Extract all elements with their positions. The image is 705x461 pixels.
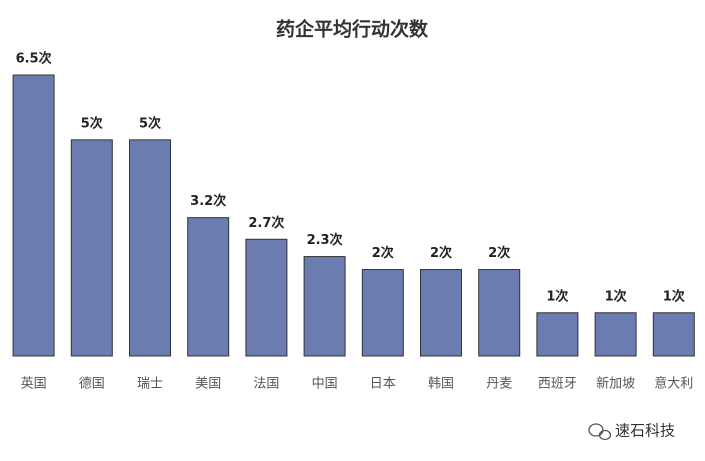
x-tick-label: 丹麦 bbox=[486, 377, 512, 392]
x-tick-label: 瑞士 bbox=[137, 377, 163, 392]
value-label: 3.2次 bbox=[190, 193, 226, 209]
x-tick-label: 西班牙 bbox=[538, 377, 577, 392]
value-label: 2次 bbox=[488, 245, 510, 261]
bar bbox=[536, 312, 579, 357]
chart-title: 药企平均行动次数 bbox=[276, 18, 429, 41]
value-label: 2.7次 bbox=[248, 215, 284, 231]
bar bbox=[187, 217, 230, 357]
x-tick-label: 法国 bbox=[253, 377, 279, 392]
bar bbox=[303, 256, 346, 357]
value-label: 6.5次 bbox=[16, 51, 52, 67]
bar bbox=[478, 269, 521, 357]
bar bbox=[420, 269, 462, 357]
value-label: 5次 bbox=[139, 115, 161, 131]
value-label: 1次 bbox=[546, 288, 568, 304]
bar bbox=[129, 139, 171, 357]
value-label: 2次 bbox=[430, 245, 452, 261]
bar bbox=[245, 238, 288, 357]
watermark-icon bbox=[588, 423, 612, 441]
watermark: 速石科技 bbox=[615, 422, 675, 440]
value-label: 2.3次 bbox=[307, 232, 343, 248]
x-tick-label: 德国 bbox=[79, 377, 105, 392]
value-label: 5次 bbox=[81, 115, 103, 131]
bar bbox=[12, 74, 55, 357]
x-tick-label: 新加坡 bbox=[596, 376, 635, 392]
bar bbox=[361, 269, 404, 357]
bar bbox=[652, 312, 695, 357]
x-tick-label: 美国 bbox=[195, 377, 221, 392]
bar bbox=[594, 312, 637, 357]
bar bbox=[70, 139, 113, 357]
x-tick-label: 日本 bbox=[370, 377, 396, 392]
x-tick-label: 意大利 bbox=[654, 376, 693, 392]
value-label: 1次 bbox=[605, 288, 627, 304]
value-label: 1次 bbox=[663, 288, 685, 304]
x-tick-label: 中国 bbox=[312, 377, 338, 392]
x-tick-label: 韩国 bbox=[428, 377, 454, 392]
value-label: 2次 bbox=[372, 245, 394, 261]
x-tick-label: 英国 bbox=[21, 377, 47, 392]
